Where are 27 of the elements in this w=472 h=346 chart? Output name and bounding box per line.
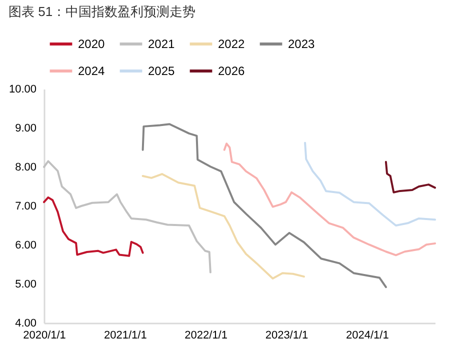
y-tick-label: 6.00 bbox=[15, 240, 36, 252]
x-tick-label: 2020/1/1 bbox=[23, 330, 66, 342]
y-tick-label: 9.00 bbox=[15, 122, 36, 134]
legend-label: 2021 bbox=[148, 37, 176, 51]
legend-label: 2023 bbox=[288, 37, 316, 51]
y-tick-label: 7.00 bbox=[15, 200, 36, 212]
line-series bbox=[43, 196, 144, 257]
legend-label: 2020 bbox=[78, 37, 106, 51]
y-tick-label: 8.00 bbox=[15, 162, 36, 174]
y-tick-label: 10.00 bbox=[8, 84, 36, 96]
x-tick-label: 2024/1/1 bbox=[346, 330, 389, 342]
y-tick-label: 5.00 bbox=[15, 278, 36, 290]
legend-label: 2025 bbox=[148, 64, 176, 78]
x-tick-label: 2021/1/1 bbox=[104, 330, 147, 342]
line-series bbox=[142, 173, 305, 280]
x-tick-label: 2023/1/1 bbox=[265, 330, 308, 342]
line-series bbox=[384, 160, 436, 194]
y-tick-label: 4.00 bbox=[15, 318, 36, 330]
line-series bbox=[142, 123, 387, 288]
line-series bbox=[304, 142, 436, 226]
line-series bbox=[223, 142, 436, 256]
legend-label: 2022 bbox=[218, 37, 246, 51]
line-series bbox=[43, 160, 212, 274]
x-tick-label: 2022/1/1 bbox=[184, 330, 228, 342]
legend-label: 2026 bbox=[218, 64, 246, 78]
legend-label: 2024 bbox=[78, 64, 106, 78]
chart-title: 图表 51：中国指数盈利预测走势 bbox=[8, 4, 196, 19]
